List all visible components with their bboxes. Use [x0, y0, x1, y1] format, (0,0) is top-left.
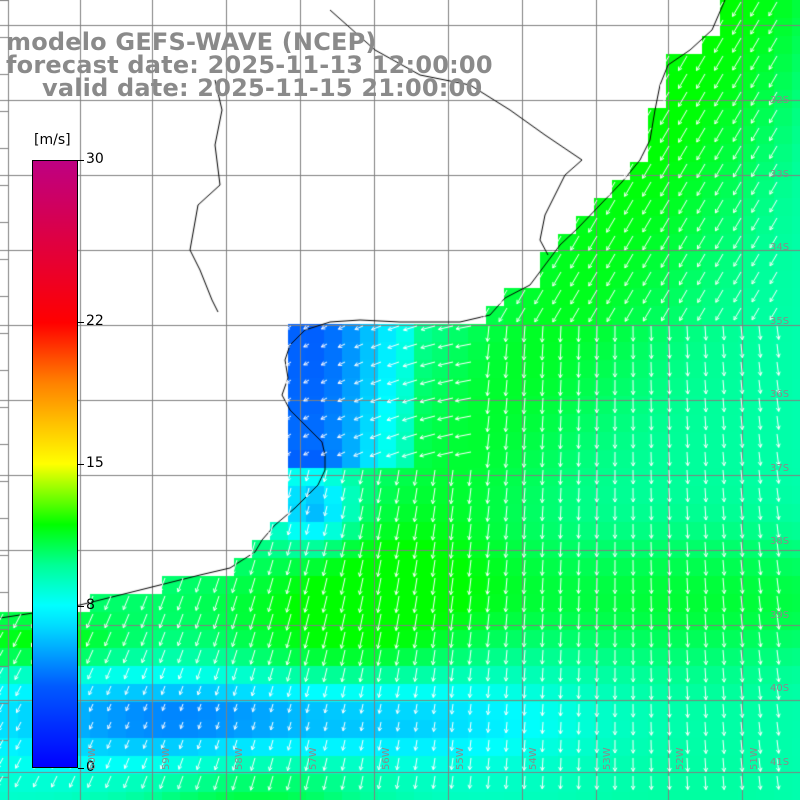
longitude-label: 60W [87, 747, 98, 770]
longitude-label: 56W [381, 747, 392, 770]
colorbar-tick-mark [78, 464, 84, 465]
forecast-date: forecast date: 2025-11-13 12:00:00 [6, 51, 493, 79]
longitude-label: 58W [234, 747, 245, 770]
latitude-label: 32S [770, 95, 790, 106]
colorbar-unit: [m/s] [34, 132, 71, 148]
longitude-label: 53W [601, 747, 613, 770]
latitude-label: 37S [770, 462, 790, 474]
longitude-label: 57W [307, 747, 319, 770]
colorbar-tick-label: 15 [86, 455, 104, 471]
longitude-label: 59W [160, 747, 172, 770]
colorbar-tick-mark [78, 322, 84, 324]
latitude-label: 40S [770, 683, 790, 694]
latitude-label: 34S [770, 242, 790, 253]
longitude-label: 55W [454, 747, 466, 770]
latitude-label: 36S [770, 389, 790, 400]
colorbar-tick-mark [78, 160, 84, 161]
colorbar [32, 160, 78, 768]
colorbar-tick-label: 30 [86, 151, 104, 167]
colorbar-tick-label: 8 [86, 596, 95, 613]
colorbar-tick-mark [78, 605, 84, 607]
latitude-label: 33S [770, 168, 790, 180]
colorbar-tick-mark [78, 768, 84, 769]
latitude-label: 38S [770, 536, 790, 547]
latitude-label: 35S [770, 315, 790, 327]
longitude-label: 54W [528, 747, 539, 770]
valid-date: valid date: 2025-11-15 21:00:00 [42, 74, 483, 102]
colorbar-tick-label: 22 [86, 313, 104, 330]
longitude-label: 51W [748, 747, 760, 770]
latitude-label: 39S [770, 609, 790, 621]
longitude-label: 52W [675, 747, 686, 770]
latitude-label: 41S [770, 756, 790, 768]
colorbar-tick-label: 0 [86, 759, 95, 775]
model-title: modelo GEFS-WAVE (NCEP) [6, 28, 377, 56]
